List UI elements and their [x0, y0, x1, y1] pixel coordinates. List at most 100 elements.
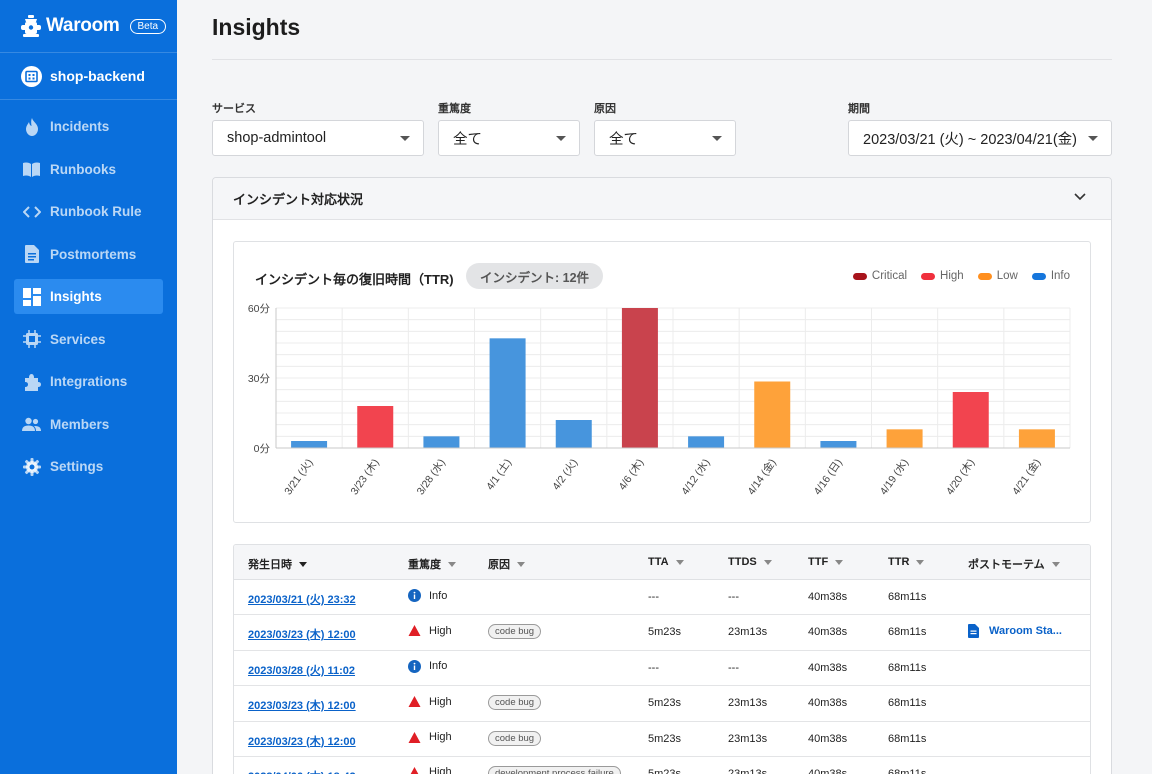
ttf-cell: 40m38s — [808, 732, 848, 745]
warning-triangle-icon — [410, 766, 419, 774]
sidebar-item-label: Settings — [50, 459, 104, 474]
legend-item-low[interactable]: Low — [977, 270, 1018, 282]
sidebar-item-members[interactable]: Members — [14, 407, 163, 442]
x-tick-label: 4/21 (金) — [1009, 456, 1043, 497]
sidebar-item-integrations[interactable]: Integrations — [14, 364, 163, 399]
cause-select[interactable]: 全て — [594, 120, 736, 156]
severity-label: High — [429, 766, 452, 774]
incident-date-link[interactable]: 2023/04/06 (木) 18:42 — [248, 771, 356, 774]
legend-item-high[interactable]: High — [921, 270, 964, 282]
severity-label: Info — [429, 589, 448, 602]
y-tick-label: 0分 — [254, 443, 271, 455]
cause-tag: development process failure — [488, 765, 621, 774]
column-header-ttds[interactable]: TTDS — [728, 556, 772, 568]
column-header-ttf[interactable]: TTF — [808, 556, 844, 568]
project-icon — [21, 65, 42, 87]
sidebar-item-insights[interactable]: Insights — [14, 279, 163, 314]
tta-cell: 5m23s — [648, 732, 682, 745]
warning-triangle-icon — [408, 731, 421, 743]
sort-icon — [517, 561, 525, 567]
info-icon — [408, 589, 421, 602]
incident-date-link[interactable]: 2023/03/23 (木) 12:00 — [248, 735, 356, 748]
panel-title: インシデント対応状況 — [233, 192, 364, 207]
incident-date-link[interactable]: 2023/03/28 (火) 11:02 — [248, 664, 356, 677]
tta-cell: 5m23s — [648, 767, 682, 774]
sidebar-item-settings[interactable]: Settings — [14, 449, 163, 484]
cause-filter-label: 原因 — [594, 103, 616, 115]
sidebar-item-services[interactable]: Services — [14, 322, 163, 357]
ttr-cell: 68m11s — [888, 767, 927, 774]
title-divider — [212, 59, 1112, 60]
column-header-postmortem[interactable]: ポストモーテム — [968, 556, 1060, 572]
chart-bar — [952, 392, 989, 448]
column-label: 原因 — [488, 559, 510, 571]
x-tick-label: 4/14 (金) — [745, 456, 779, 497]
sidebar-item-label: Insights — [50, 289, 102, 304]
brand[interactable]: Waroom Beta — [0, 0, 177, 53]
postmortem-link[interactable]: Waroom Sta... — [968, 624, 1062, 639]
column-header-severity[interactable]: 重篤度 — [408, 556, 456, 572]
column-header-ttr[interactable]: TTR — [888, 556, 925, 568]
severity-cell: Info — [408, 659, 448, 673]
y-tick-label: 60分 — [248, 303, 271, 315]
legend-label: Critical — [871, 270, 908, 282]
sidebar-item-label: Integrations — [50, 374, 128, 389]
column-header-cause[interactable]: 原因 — [488, 556, 525, 572]
severity-label: Info — [429, 660, 448, 673]
sidebar-item-runbooks[interactable]: Runbooks — [14, 152, 163, 187]
ttds-cell: --- — [728, 591, 739, 603]
flame-icon — [22, 117, 41, 136]
chart-title: インシデント毎の復旧時間（TTR) — [255, 272, 454, 287]
severity-cell: High — [408, 624, 452, 637]
project-name: shop-backend — [50, 68, 145, 84]
sidebar-item-label: Runbooks — [50, 161, 116, 177]
chevron-down-icon — [400, 136, 410, 141]
app-name: Waroom — [46, 15, 120, 36]
sidebar-item-label: Runbook Rule — [50, 204, 142, 219]
chart-bar — [555, 420, 592, 448]
chevron-down-icon — [712, 136, 722, 141]
table-header: 発生日時 重篤度 原因 TTA TTDS TTF TTR ポストモーテム — [234, 545, 1090, 580]
sidebar-item-label: Members — [50, 416, 110, 432]
ttr-cell: 68m11s — [888, 661, 927, 674]
column-label: ポストモーテム — [968, 559, 1045, 571]
chart-bar — [688, 436, 725, 448]
chart-bar — [357, 406, 394, 448]
warning-triangle-icon — [408, 625, 421, 637]
chart-bar — [754, 381, 791, 448]
x-tick-label: 3/21 (火) — [282, 457, 315, 497]
legend-item-critical[interactable]: Critical — [852, 270, 908, 282]
column-header-date[interactable]: 発生日時 — [248, 556, 307, 572]
service-select[interactable]: shop-admintool — [212, 120, 424, 156]
chevron-down-icon — [556, 136, 566, 141]
sidebar-item-label: Services — [50, 331, 106, 347]
severity-select[interactable]: 全て — [438, 120, 580, 156]
sidebar-nav: Incidents Runbooks Runbook Rule Postmort… — [0, 109, 177, 484]
chip-icon — [22, 330, 41, 349]
incident-date-link[interactable]: 2023/03/21 (火) 23:32 — [248, 594, 356, 606]
project-switcher[interactable]: shop-backend — [0, 53, 177, 100]
ttr-cell: 68m11s — [888, 591, 927, 603]
column-label: 重篤度 — [408, 559, 441, 571]
legend-item-info[interactable]: Info — [1031, 270, 1070, 282]
tta-cell: --- — [648, 591, 659, 603]
chart-bar — [886, 429, 923, 448]
sidebar-item-runbook-rule[interactable]: Runbook Rule — [14, 194, 163, 229]
ttds-cell: 23m13s — [728, 697, 768, 710]
ttds-cell: 23m13s — [728, 626, 768, 639]
ttr-cell: 68m11s — [888, 732, 927, 745]
column-label: 発生日時 — [248, 559, 292, 571]
sidebar-item-incidents[interactable]: Incidents — [14, 109, 163, 144]
table-row: 2023/03/28 (火) 11:02 Info --- --- 40m38s 68m1… — [234, 651, 1090, 687]
collapse-chevron-icon[interactable] — [1074, 193, 1086, 201]
incident-date-link[interactable]: 2023/03/23 (木) 12:00 — [248, 629, 356, 642]
period-select[interactable]: 2023/03/21 (火) ~ 2023/04/21(金) — [848, 120, 1112, 156]
panel-header[interactable]: インシデント対応状況 — [213, 178, 1111, 220]
ttr-cell: 68m11s — [888, 697, 927, 710]
incident-date-link[interactable]: 2023/03/23 (木) 12:00 — [248, 700, 356, 713]
sidebar-item-postmortems[interactable]: Postmortems — [14, 237, 163, 272]
column-header-tta[interactable]: TTA — [648, 556, 684, 568]
ttr-cell: 68m11s — [888, 626, 927, 639]
cause-tag: code bug — [488, 730, 542, 746]
column-label: TTDS — [728, 556, 757, 568]
